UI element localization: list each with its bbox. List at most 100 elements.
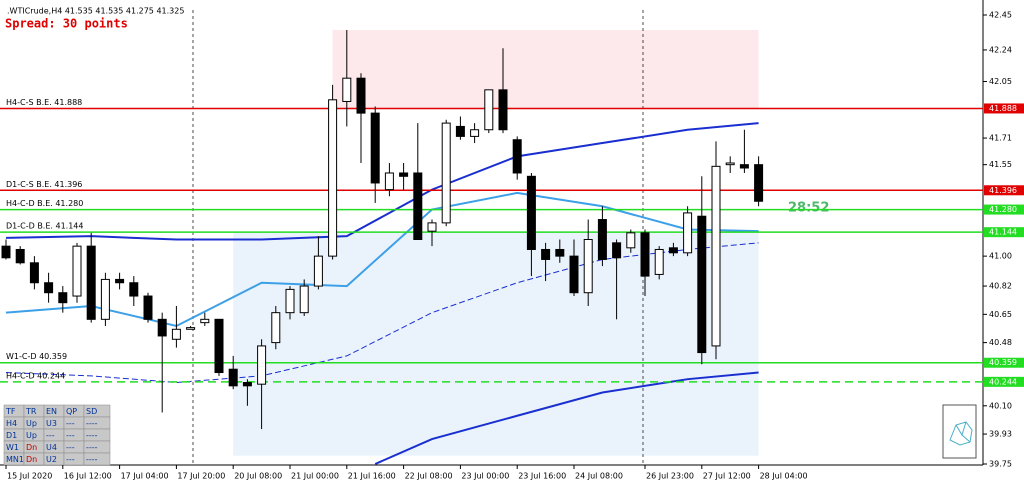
candle-body — [597, 219, 607, 260]
table-cell-text: --- — [66, 419, 75, 428]
table-cell-text: Dn — [26, 443, 37, 452]
y-tick-label: 40.48 — [989, 338, 1012, 347]
candle-body — [384, 172, 394, 191]
candle-body — [100, 278, 110, 320]
y-tick-label: 42.45 — [989, 11, 1012, 20]
candle-body — [129, 282, 139, 297]
candle-body — [356, 77, 366, 114]
table-cell-text: --- — [46, 431, 55, 440]
candle-body — [143, 295, 153, 320]
candle-body — [626, 232, 636, 249]
candle-body — [569, 255, 579, 294]
candle-body — [299, 285, 309, 314]
level-tag-label: 41.144 — [989, 228, 1017, 237]
candle-body — [739, 164, 749, 169]
table-cell-text: D1 — [6, 431, 17, 440]
candle-body — [441, 122, 451, 224]
x-tick-label: 23 Jul 16:00 — [518, 472, 566, 481]
candle-body — [640, 232, 650, 277]
candle-body — [370, 112, 380, 184]
x-tick-label: 15 Jul 2020 — [7, 472, 52, 481]
candle-body — [271, 312, 281, 344]
x-tick-label: 26 Jul 23:00 — [646, 472, 694, 481]
level-label: H4-C-S B.E. 41.888 — [6, 98, 82, 107]
level-tag — [984, 103, 1024, 114]
candle-body — [512, 139, 522, 174]
table-cell-text: ---- — [86, 455, 98, 464]
level-label: W1-C-D 40.359 — [6, 352, 67, 361]
candle-body — [399, 172, 409, 177]
x-tick-label: 27 Jul 12:00 — [703, 472, 751, 481]
table-cell-text: ---- — [86, 443, 98, 452]
x-tick-label: 20 Jul 08:00 — [234, 472, 282, 481]
indicator-line — [5, 191, 759, 328]
candle-body — [1, 245, 11, 259]
zone — [332, 29, 759, 109]
candle-body — [541, 248, 551, 260]
y-tick-label: 41.00 — [989, 252, 1012, 261]
table-cell-text: Dn — [26, 455, 37, 464]
candle-body — [555, 248, 565, 257]
candle-body — [285, 288, 295, 314]
candle-body — [342, 77, 352, 102]
level-tag-label: 40.359 — [989, 358, 1017, 367]
candle-body — [725, 162, 735, 166]
level-tag — [984, 185, 1024, 196]
y-tick-label: 42.05 — [989, 77, 1012, 86]
candle-body — [754, 164, 764, 202]
countdown: 28:52 — [788, 201, 829, 216]
table-cell-text: ---- — [86, 419, 98, 428]
level-tag — [984, 227, 1024, 238]
table-cell-text: --- — [66, 431, 75, 440]
candle-body — [200, 318, 210, 324]
candle-body — [683, 212, 693, 254]
table-cell-text: TR — [25, 407, 37, 416]
candle-body — [654, 248, 664, 275]
table-cell-text: TF — [5, 407, 16, 416]
x-tick-label: 21 Jul 16:00 — [348, 472, 396, 481]
level-label: D1-C-D B.E. 41.144 — [6, 222, 83, 231]
level-tag-label: 41.888 — [989, 104, 1017, 113]
candle-body — [612, 242, 622, 259]
y-tick-label: 40.82 — [989, 282, 1012, 291]
candle-body — [29, 262, 39, 284]
table-cell-text: U2 — [46, 455, 57, 464]
candle-body — [413, 172, 423, 240]
candle-body — [242, 382, 252, 387]
table-cell-text: H4 — [6, 419, 17, 428]
level-tag-label: 41.396 — [989, 186, 1017, 195]
level-tag-label: 40.244 — [989, 377, 1017, 386]
x-tick-label: 24 Jul 08:00 — [575, 472, 623, 481]
table-cell-text: Up — [26, 419, 37, 428]
table-cell-text: Up — [26, 431, 37, 440]
y-tick-label: 39.75 — [989, 460, 1012, 469]
candle-body — [526, 175, 536, 250]
x-tick-label: 22 Jul 08:00 — [405, 472, 453, 481]
candle-body — [58, 292, 68, 304]
candle-body — [470, 129, 480, 137]
candle-body — [186, 327, 196, 330]
y-tick-label: 40.65 — [989, 310, 1012, 319]
candle-body — [157, 318, 167, 337]
candle-body — [697, 215, 707, 354]
y-tick-label: 40.10 — [989, 401, 1012, 410]
y-tick-label: 42.24 — [989, 45, 1012, 54]
candle-body — [668, 247, 678, 254]
candle-body — [86, 245, 96, 320]
level-label: D1-C-S B.E. 41.396 — [6, 180, 82, 189]
level-tag-label: 41.280 — [989, 205, 1017, 214]
chart-title: .WTICrude,H4 41.535 41.535 41.275 41.325 — [7, 7, 184, 16]
level-label: H4-C-D 40.244 — [6, 371, 65, 380]
level-tag — [984, 376, 1024, 387]
candle-body — [484, 89, 494, 131]
spread: Spread: 30 points — [5, 17, 128, 31]
candle-body — [214, 318, 224, 374]
indicator-line — [5, 122, 759, 241]
candle-body — [72, 245, 82, 297]
candle-body — [44, 282, 54, 294]
candle-body — [328, 99, 338, 257]
candle-body — [171, 328, 181, 340]
x-tick-label: 23 Jul 00:00 — [461, 472, 509, 481]
indicator-line — [374, 371, 759, 465]
y-tick-label: 41.71 — [989, 134, 1012, 143]
